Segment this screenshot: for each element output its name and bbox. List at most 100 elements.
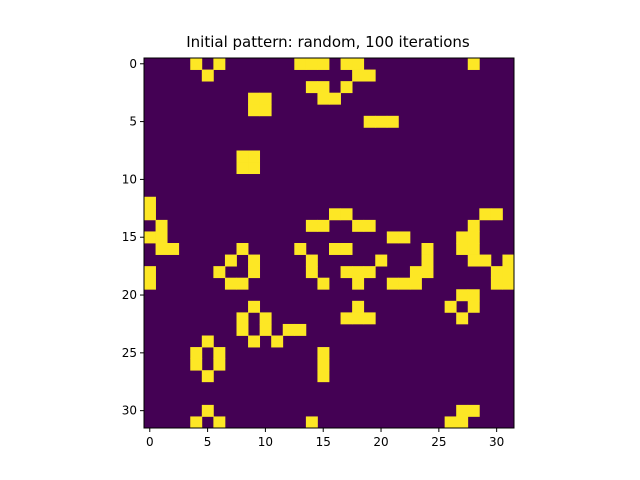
heatmap-cell — [467, 289, 480, 302]
heatmap-cell — [317, 277, 330, 290]
heatmap-cell — [224, 254, 237, 267]
heatmap-cell — [259, 92, 272, 105]
heatmap-cell — [248, 162, 261, 175]
heatmap-cell — [490, 208, 503, 221]
heatmap-cell — [144, 196, 156, 209]
heatmap-cell — [305, 58, 318, 70]
heatmap-cell — [236, 150, 249, 163]
heatmap-cell — [305, 416, 318, 429]
heatmap-cell — [294, 323, 307, 336]
heatmap-cell — [490, 266, 503, 279]
y-tick-label: 10 — [122, 172, 137, 186]
heatmap-cell — [213, 358, 226, 371]
heatmap-cell — [305, 254, 318, 267]
heatmap-cell — [155, 243, 168, 255]
heatmap-cell — [236, 312, 249, 325]
heatmap-cell — [409, 266, 422, 279]
heatmap-cell — [167, 243, 180, 255]
heatmap-cell — [467, 404, 480, 417]
heatmap-cell — [352, 58, 365, 70]
y-tick-label: 30 — [122, 404, 137, 418]
heatmap-cell — [363, 219, 376, 232]
heatmap-cell — [248, 104, 261, 117]
heatmap-cell — [352, 312, 365, 325]
x-tick-label: 20 — [373, 435, 388, 449]
y-tick-label: 20 — [122, 288, 137, 302]
heatmap-cell — [248, 300, 261, 313]
heatmap-cell — [317, 58, 330, 70]
heatmap-cell — [271, 335, 284, 348]
heatmap-cell — [294, 243, 307, 255]
heatmap-cell — [340, 243, 353, 255]
y-tick-label: 25 — [122, 346, 137, 360]
heatmap-cell — [456, 289, 469, 302]
heatmap-cell — [329, 243, 341, 255]
heatmap-cell — [375, 115, 388, 128]
heatmap-cell — [248, 92, 261, 105]
heatmap-cell — [502, 277, 515, 290]
heatmap-cell — [248, 150, 261, 163]
heatmap-cell — [467, 219, 480, 232]
heatmap-cell — [259, 323, 272, 336]
heatmap-cell — [386, 115, 399, 128]
heatmap-cell — [282, 323, 295, 336]
heatmap-cell — [456, 416, 469, 429]
heatmap-cell — [340, 81, 353, 94]
heatmap-cell — [201, 404, 214, 417]
heatmap-cell — [317, 81, 330, 94]
heatmap-cell — [467, 58, 480, 70]
heatmap-cell — [236, 162, 249, 175]
y-axis: 0 5 10 15 20 25 30 — [122, 57, 144, 418]
y-tick-label: 15 — [122, 230, 137, 244]
heatmap-cell — [456, 404, 469, 417]
x-tick-label: 25 — [431, 435, 446, 449]
heatmap-cell — [190, 358, 203, 371]
heatmap-cell — [456, 243, 469, 255]
heatmap-cell — [190, 416, 203, 429]
heatmap-cell — [144, 277, 156, 290]
heatmap-cell — [213, 58, 226, 70]
heatmap-cell — [340, 266, 353, 279]
heatmap-cell — [502, 266, 515, 279]
heatmap-cell — [236, 323, 249, 336]
y-tick-label: 5 — [129, 115, 137, 129]
heatmap-cell — [305, 219, 318, 232]
heatmap-cell — [456, 231, 469, 244]
heatmap-cell — [467, 231, 480, 244]
heatmap-cell — [421, 266, 434, 279]
heatmap-cell — [144, 231, 156, 244]
heatmap-cell — [213, 347, 226, 360]
heatmap-cell — [352, 277, 365, 290]
x-tick-label: 10 — [258, 435, 273, 449]
heatmap-cells — [144, 58, 515, 429]
heatmap-cell — [317, 347, 330, 360]
heatmap-cell — [317, 358, 330, 371]
heatmap-cell — [329, 208, 341, 221]
heatmap-cell — [340, 208, 353, 221]
x-tick-label: 30 — [489, 435, 504, 449]
heatmap-cell — [421, 243, 434, 255]
heatmap-cell — [190, 347, 203, 360]
heatmap-cell — [409, 277, 422, 290]
heatmap-cell — [398, 277, 411, 290]
heatmap-cell — [213, 266, 226, 279]
heatmap-cell — [352, 266, 365, 279]
heatmap-cell — [352, 69, 365, 82]
heatmap-cell — [248, 254, 261, 267]
heatmap-cell — [352, 300, 365, 313]
heatmap-cell — [479, 208, 492, 221]
heatmap-cell — [479, 254, 492, 267]
heatmap-cell — [386, 277, 399, 290]
heatmap-cell — [201, 69, 214, 82]
heatmap-cell — [317, 219, 330, 232]
heatmap-cell — [294, 58, 307, 70]
heatmap-cell — [456, 312, 469, 325]
heatmap-cell — [502, 254, 515, 267]
heatmap-cell — [398, 231, 411, 244]
heatmap-cell — [363, 312, 376, 325]
chart-title: Initial pattern: random, 100 iterations — [186, 33, 470, 51]
heatmap-cell — [236, 277, 249, 290]
heatmap-cell — [190, 58, 203, 70]
heatmap-cell — [155, 231, 168, 244]
